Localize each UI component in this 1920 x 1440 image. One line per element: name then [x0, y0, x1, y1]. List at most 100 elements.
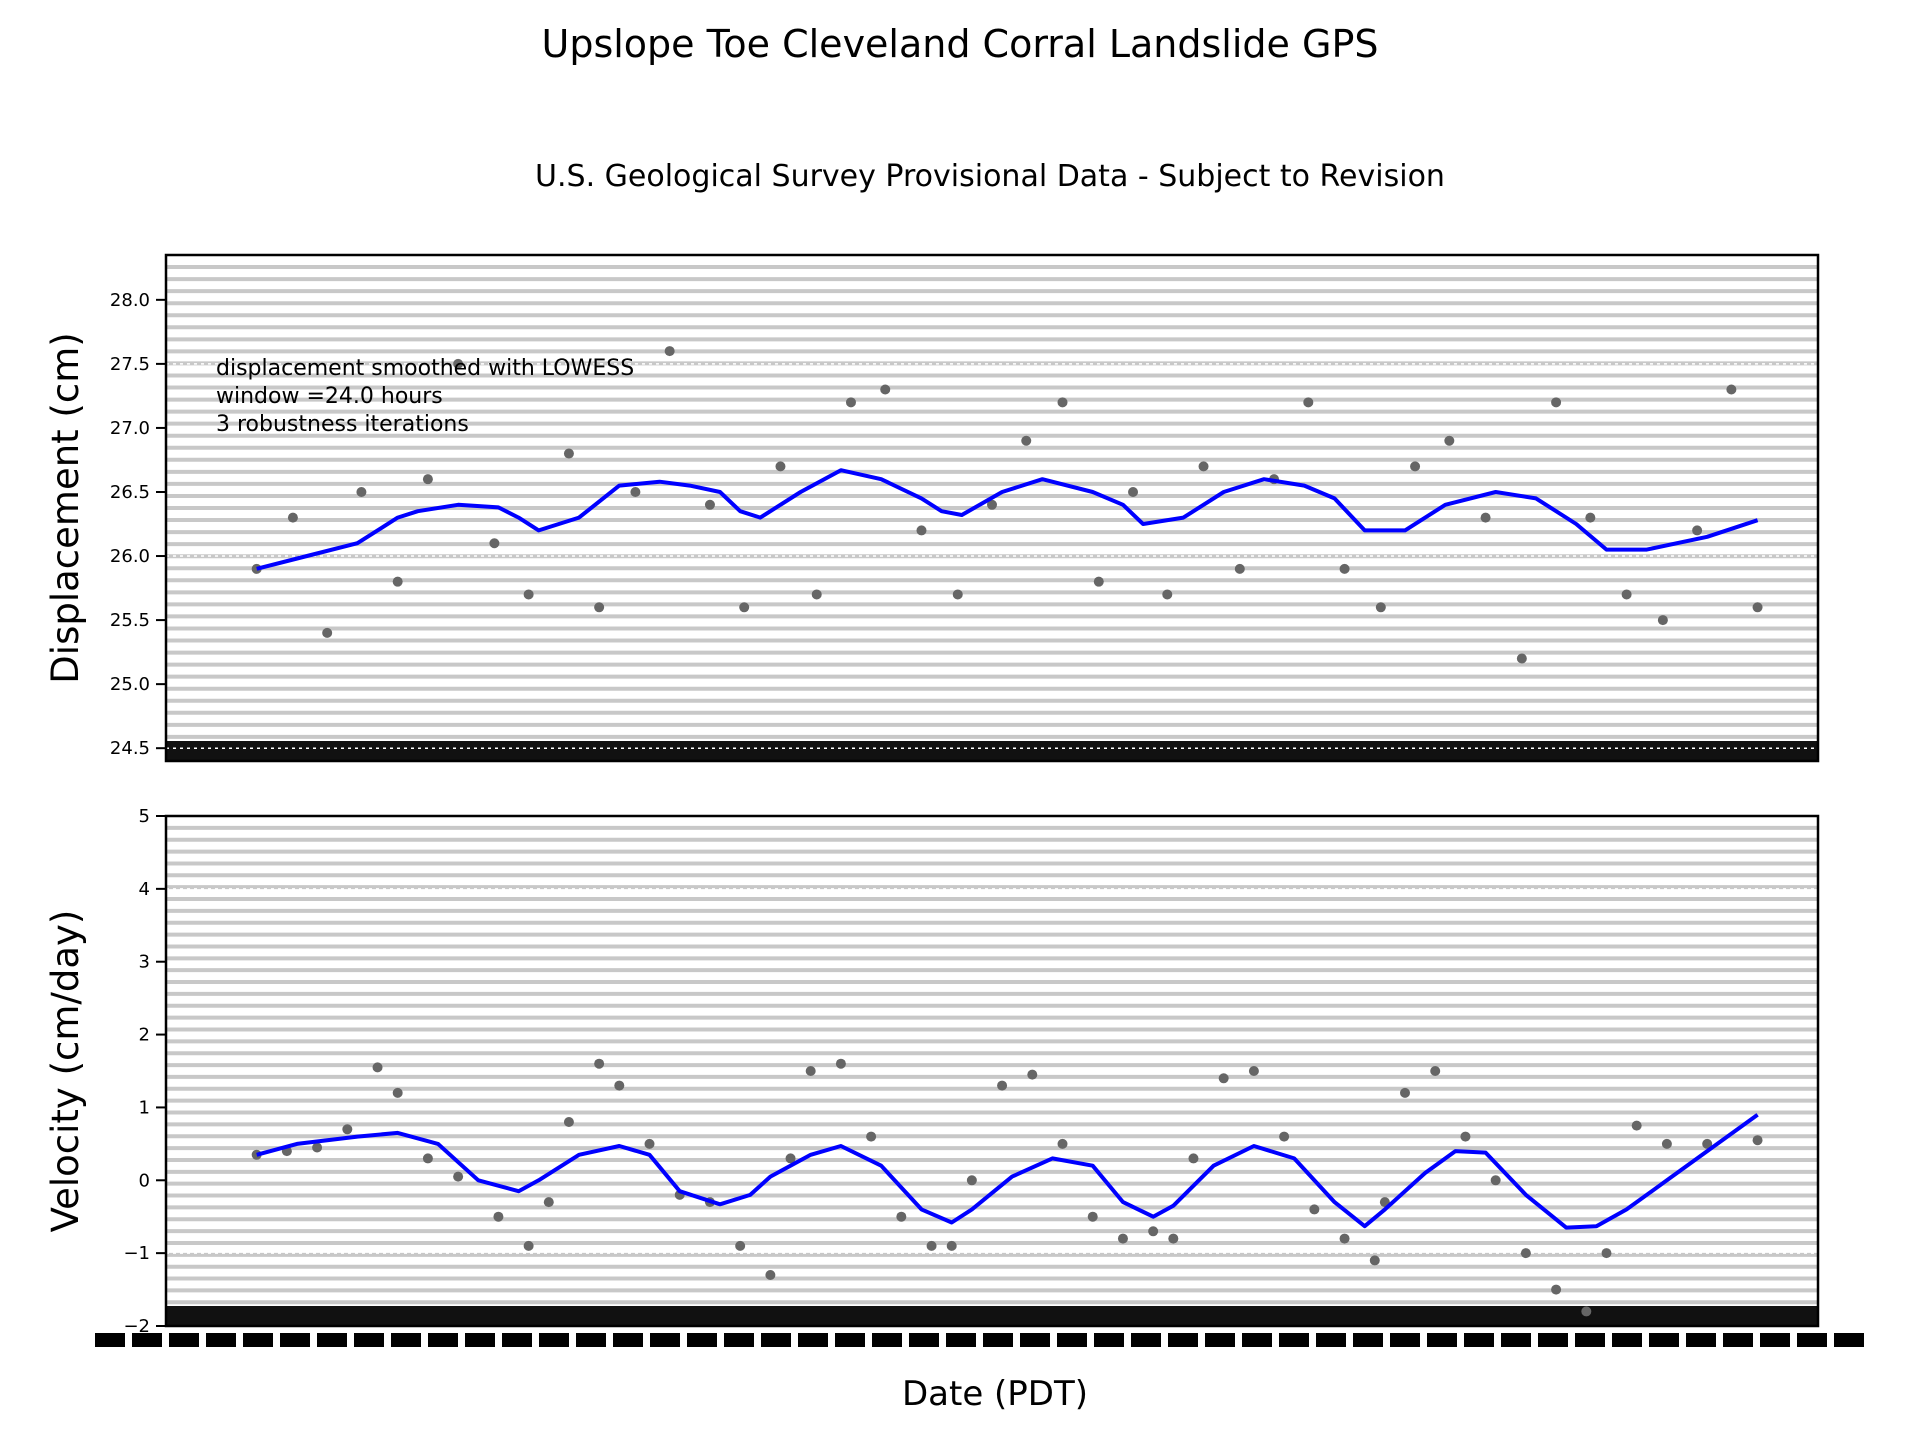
displacement-data-point [664, 346, 675, 357]
velocity-data-point [372, 1062, 383, 1073]
displacement-data-point [1752, 602, 1763, 613]
date-tick-label-mark [132, 1333, 162, 1347]
velocity-data-point [735, 1240, 746, 1251]
date-tick-label-mark [169, 1333, 199, 1347]
date-tick-label-mark [317, 1333, 347, 1347]
date-tick-label-mark [576, 1333, 606, 1347]
displacement-data-point [1234, 563, 1245, 574]
velocity-data-point [594, 1058, 605, 1069]
displacement-data-point [1057, 397, 1068, 408]
displacement-plot-frame [164, 253, 1820, 763]
smoothing-annotation: displacement smoothed with LOWESS window… [216, 356, 634, 437]
displacement-smoothed-line [256, 468, 1759, 571]
date-x-ticks [95, 1333, 1864, 1347]
date-tick-label-mark [946, 1333, 976, 1347]
velocity-data-point [866, 1131, 877, 1142]
velocity-data-point [1400, 1087, 1410, 1098]
velocity-data-point [1339, 1233, 1350, 1244]
displacement-data-point [1726, 384, 1737, 395]
displacement-data-point [811, 589, 822, 600]
velocity-data-point [805, 1066, 816, 1076]
displacement-data-point [563, 448, 574, 459]
date-tick-label-mark [1427, 1333, 1457, 1347]
velocity-data-point [1631, 1120, 1642, 1131]
y-tick-label: 1 [139, 1097, 150, 1118]
velocity-data-point [1551, 1284, 1562, 1295]
displacement-data-point [1551, 397, 1562, 408]
velocity-y-ticks: −2 −1 0 1 2 3 4 5 [123, 806, 166, 1337]
date-tick-label-mark [1316, 1333, 1346, 1347]
velocity-data-point [563, 1117, 574, 1127]
velocity-data-point [453, 1171, 464, 1182]
date-tick-label-mark [95, 1333, 125, 1347]
y-tick-label: 3 [139, 952, 150, 973]
date-tick-label-mark [983, 1333, 1013, 1347]
date-tick-label-mark [798, 1333, 828, 1347]
velocity-data-point [1117, 1233, 1128, 1244]
velocity-data-point [644, 1138, 655, 1149]
velocity-data-point [765, 1270, 776, 1280]
velocity-data-point [1369, 1255, 1380, 1266]
displacement-data-point [1198, 461, 1209, 472]
displacement-data-point [987, 499, 997, 510]
y-tick-label: 25.5 [110, 610, 150, 631]
velocity-data-point [946, 1240, 957, 1251]
velocity-data-point [392, 1087, 403, 1098]
date-tick-label-mark [465, 1333, 495, 1347]
displacement-data-point [845, 397, 856, 408]
y-tick-label: 28.0 [110, 290, 150, 311]
y-tick-label: 0 [139, 1170, 150, 1191]
displacement-data-point [594, 602, 605, 613]
date-tick-label-mark [539, 1333, 569, 1347]
date-tick-label-mark [354, 1333, 384, 1347]
y-tick-label: 4 [139, 879, 150, 900]
velocity-data-point [966, 1175, 977, 1186]
velocity-data-point [342, 1124, 353, 1135]
y-tick-label: 27.5 [110, 354, 150, 375]
date-tick-label-mark [1353, 1333, 1383, 1347]
velocity-data-point [493, 1211, 504, 1222]
velocity-data-point [1188, 1153, 1199, 1164]
date-tick-label-mark [650, 1333, 680, 1347]
date-tick-label-mark [280, 1333, 310, 1347]
date-tick-label-mark [835, 1333, 865, 1347]
displacement-data-point [739, 602, 750, 613]
velocity-data-point [1702, 1138, 1713, 1149]
velocity-data-point [1520, 1248, 1531, 1259]
date-tick-label-mark [1612, 1333, 1642, 1347]
date-tick-label-mark [1279, 1333, 1309, 1347]
velocity-data-point [1601, 1248, 1612, 1259]
velocity-data-point [312, 1142, 323, 1153]
date-tick-label-mark [206, 1333, 236, 1347]
date-tick-label-mark [1760, 1333, 1790, 1347]
velocity-data-point [1430, 1066, 1441, 1076]
displacement-data-point [1162, 589, 1173, 600]
velocity-data-point [835, 1058, 846, 1069]
displacement-data-point [1128, 486, 1139, 497]
date-tick-label-mark [1501, 1333, 1531, 1347]
date-tick-label-mark [1094, 1333, 1124, 1347]
displacement-data-point [392, 576, 403, 587]
date-tick-label-mark [1575, 1333, 1605, 1347]
figure-title: Upslope Toe Cleveland Corral Landslide G… [542, 22, 1379, 66]
velocity-data-point [1309, 1204, 1320, 1215]
y-tick-label: 26.5 [110, 482, 150, 503]
velocity-smoothed-line [256, 1113, 1759, 1230]
date-tick-label-mark [391, 1333, 421, 1347]
velocity-data-point [1661, 1138, 1672, 1149]
date-tick-label-mark [724, 1333, 754, 1347]
displacement-panel: 24.5 25.0 25.5 26.0 26.5 27.0 27.5 28.0 Displac… [44, 253, 1820, 763]
displacement-data-point [775, 461, 786, 472]
date-tick-label-mark [1390, 1333, 1420, 1347]
date-tick-label-mark [1057, 1333, 1087, 1347]
displacement-data-point [453, 358, 464, 369]
y-tick-label: 27.0 [110, 418, 150, 439]
date-tick-label-mark [1205, 1333, 1235, 1347]
velocity-y-axis-label: Velocity (cm/day) [44, 910, 87, 1233]
displacement-data-point [1410, 461, 1421, 472]
velocity-data-point [1148, 1226, 1159, 1237]
velocity-data-point [1490, 1175, 1501, 1186]
velocity-data-point [1279, 1131, 1290, 1142]
date-tick-label-mark [243, 1333, 273, 1347]
date-tick-label-mark [1464, 1333, 1494, 1347]
